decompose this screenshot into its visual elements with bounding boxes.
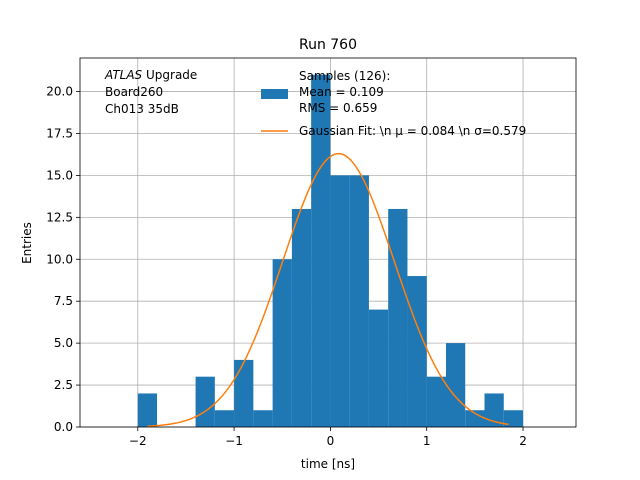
histogram-bar [407,276,427,427]
y-tick-label: 7.5 [54,294,73,308]
plot-frame [79,57,577,428]
histogram-bar [214,410,235,427]
y-tick-label: 17.5 [46,126,73,140]
x-tick-label: 2 [519,434,527,448]
annotation-line: Ch013 35dB [105,102,179,116]
histogram-bar [445,343,466,427]
legend-patch-samples [261,89,288,99]
histogram-bar [388,208,408,427]
y-axis-ticks: 0.0 2.5 5.0 7.5 10.0 12.5 15.0 17.5 20.0 [46,85,80,434]
histogram-bar [349,175,369,427]
histogram-bar [195,376,215,427]
legend-label-samples: RMS = 0.659 [299,101,377,115]
y-axis-label: Entries [20,222,34,264]
chart-title: Run 760 [299,37,357,53]
y-tick-label: 5.0 [54,336,73,350]
histogram-bar [330,175,350,427]
histogram-bar [291,208,312,427]
annotation-text: Board260 [105,85,163,99]
y-tick-label: 12.5 [46,210,73,224]
atlas-annotation: ATLAS Upgrade Board260 Ch013 35dB [104,68,197,116]
x-axis-label: time [ns] [301,457,355,471]
x-tick-label: −2 [129,434,147,448]
histogram-bar [137,393,158,427]
y-tick-label: 2.5 [54,378,73,392]
histogram-bar [234,359,254,427]
histogram-bar [311,74,331,427]
histogram-bar [253,410,273,427]
x-tick-label: 1 [423,434,431,448]
histogram-bar [426,376,446,427]
histogram-bar [484,393,504,427]
annotation-text: Ch013 35dB [105,102,179,116]
x-axis-ticks: −2 −1 0 1 2 [129,427,527,448]
y-tick-label: 10.0 [46,252,73,266]
histogram-bar [368,309,389,427]
histogram-bars [137,74,524,427]
legend-label-samples: Mean = 0.109 [299,85,384,99]
legend-label-fit: Gaussian Fit: \n μ = 0.084 \n σ=0.579 [299,124,526,138]
x-tick-label: 0 [327,434,335,448]
y-tick-label: 0.0 [54,420,73,434]
y-tick-label: 20.0 [46,85,73,99]
histogram-bar [503,410,524,427]
histogram-bar [465,410,485,427]
legend: Samples (126): Mean = 0.109 RMS = 0.659 G… [261,69,526,138]
y-tick-label: 15.0 [46,168,73,182]
annotation-line: ATLAS Upgrade [104,68,197,82]
x-tick-label: −1 [225,434,243,448]
legend-label-samples: Samples (126): [299,69,390,83]
annotation-text: Upgrade [142,68,197,82]
annotation-line: Board260 [105,85,163,99]
annotation-italic: ATLAS [104,68,143,82]
gaussian-fit-curve [147,152,509,427]
histogram-bar [272,259,292,427]
